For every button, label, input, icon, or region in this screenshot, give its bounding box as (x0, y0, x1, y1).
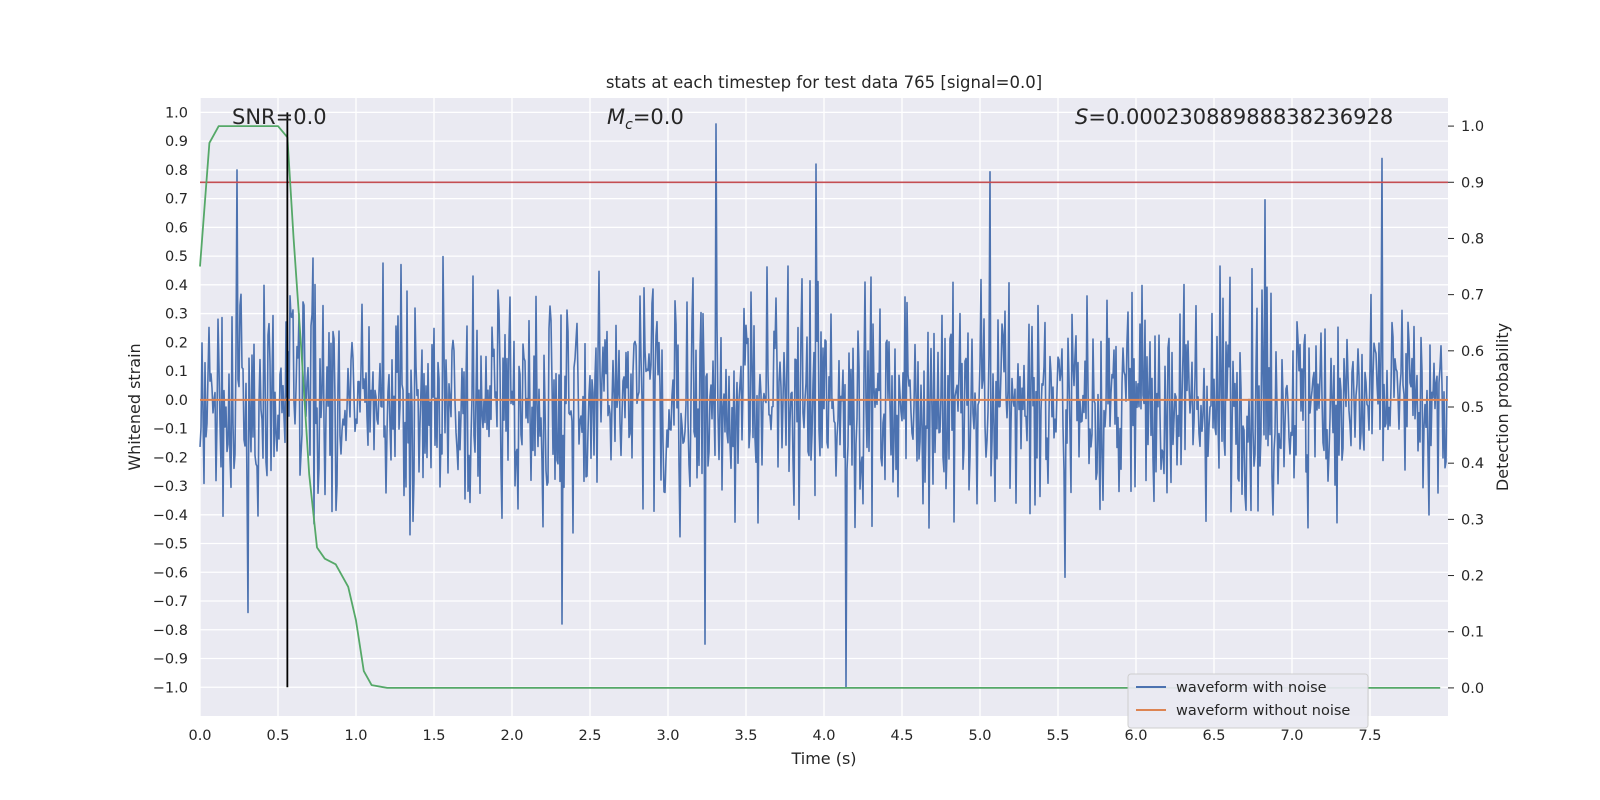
y-axis-left: 1.0 0.9 0.8 0.7 0.6 0.5 0.4 0.3 0.2 0.1 0.0 −0.1 −0.… (153, 105, 188, 696)
y2-axis-label: Detection probability (1493, 323, 1512, 491)
x-tick-label-7: 3.5 (734, 728, 757, 744)
x-axis: 0.0 0.5 1.0 1.5 2.0 2.5 3.0 3.5 4.0 4.5 5.0 5.5 6.0 6… (188, 728, 1381, 744)
x-tick-label-8: 4.0 (812, 728, 835, 744)
detection-probability-line (199, 125, 1441, 689)
y-tick-label-9: 0.1 (165, 364, 188, 380)
y-tick-label-10: 0.0 (165, 393, 188, 409)
y-tick-label-17: −0.7 (153, 594, 188, 610)
annotation-s-value: =0.00023088988838236928 (1088, 105, 1393, 129)
x-tick-label-4: 2.0 (500, 728, 523, 744)
y-tick-label-4: 0.6 (165, 220, 188, 236)
waveform-with-noise-line (199, 123, 1448, 689)
x-tick-label-9: 4.5 (890, 728, 913, 744)
y-tick-label-15: −0.5 (153, 537, 188, 553)
annotation-mc: Mc=0.0 (607, 105, 684, 133)
y-tick-label-7: 0.3 (165, 307, 188, 323)
y2-tick-label-8: 0.2 (1461, 569, 1484, 585)
y-tick-label-5: 0.5 (165, 249, 188, 265)
y-tick-label-0: 1.0 (165, 105, 188, 121)
y2-tick-label-3: 0.7 (1461, 288, 1484, 304)
y-axis-right: 1.0 0.9 0.8 0.7 0.6 0.5 0.4 0.3 0.2 0.1 0.0 (1448, 119, 1484, 697)
y2-tick-label-9: 0.1 (1461, 625, 1484, 641)
y-tick-label-18: −0.8 (153, 623, 188, 639)
y2-tick-label-2: 0.8 (1461, 231, 1484, 247)
annotation-mc-value: =0.0 (633, 105, 684, 129)
y2-tick-label-4: 0.6 (1461, 344, 1484, 360)
x-tick-label-0: 0.0 (188, 728, 211, 744)
y-tick-label-16: −0.6 (153, 565, 188, 581)
y2-tick-label-5: 0.5 (1461, 400, 1484, 416)
x-tick-label-11: 5.5 (1046, 728, 1069, 744)
series-waveform-with-noise (199, 123, 1448, 689)
y-tick-label-2: 0.8 (165, 163, 188, 179)
y-tick-label-11: −0.1 (153, 422, 188, 438)
legend-entry-clean: waveform without noise (1176, 703, 1350, 719)
y2-tick-label-7: 0.3 (1461, 512, 1484, 528)
overlay-lines (199, 112, 1448, 689)
annotation-s: S=0.00023088988838236928 (1075, 105, 1393, 129)
annotation-snr: SNR=0.0 (232, 105, 327, 129)
annotation-mc-symbol: M (607, 105, 625, 129)
x-tick-label-2: 1.0 (344, 728, 367, 744)
y-tick-label-1: 0.9 (165, 134, 188, 150)
legend-box (1127, 673, 1369, 729)
y-tick-label-12: −0.2 (153, 450, 188, 466)
x-tick-label-6: 3.0 (656, 728, 679, 744)
y-axis-label: Whitened strain (125, 343, 144, 470)
annotation-s-symbol: S (1075, 105, 1088, 129)
x-tick-label-14: 7.0 (1280, 728, 1303, 744)
y-tick-label-8: 0.2 (165, 335, 188, 351)
annotation-mc-sub: c (625, 117, 633, 133)
y-tick-label-13: −0.3 (153, 479, 188, 495)
y2-tick-label-1: 0.9 (1461, 175, 1484, 191)
y-tick-label-6: 0.4 (165, 278, 188, 294)
y2-tick-label-0: 1.0 (1461, 119, 1484, 135)
y2-tick-label-10: 0.0 (1461, 681, 1484, 697)
x-tick-label-10: 5.0 (968, 728, 991, 744)
chart-title: stats at each timestep for test data 765… (606, 73, 1042, 92)
legend-entry-noise: waveform with noise (1176, 680, 1327, 696)
x-tick-label-1: 0.5 (266, 728, 289, 744)
x-tick-label-12: 6.0 (1124, 728, 1147, 744)
y-tick-label-3: 0.7 (165, 192, 188, 208)
x-tick-label-3: 1.5 (422, 728, 445, 744)
x-tick-label-15: 7.5 (1358, 728, 1381, 744)
y-tick-label-19: −0.9 (153, 652, 188, 668)
x-tick-label-13: 6.5 (1202, 728, 1225, 744)
y-tick-label-14: −0.4 (153, 508, 188, 524)
y-tick-label-20: −1.0 (153, 680, 188, 696)
legend: waveform with noise waveform without noi… (1127, 673, 1369, 729)
x-axis-label: Time (s) (790, 749, 856, 768)
x-tick-label-5: 2.5 (578, 728, 601, 744)
y2-tick-label-6: 0.4 (1461, 456, 1484, 472)
